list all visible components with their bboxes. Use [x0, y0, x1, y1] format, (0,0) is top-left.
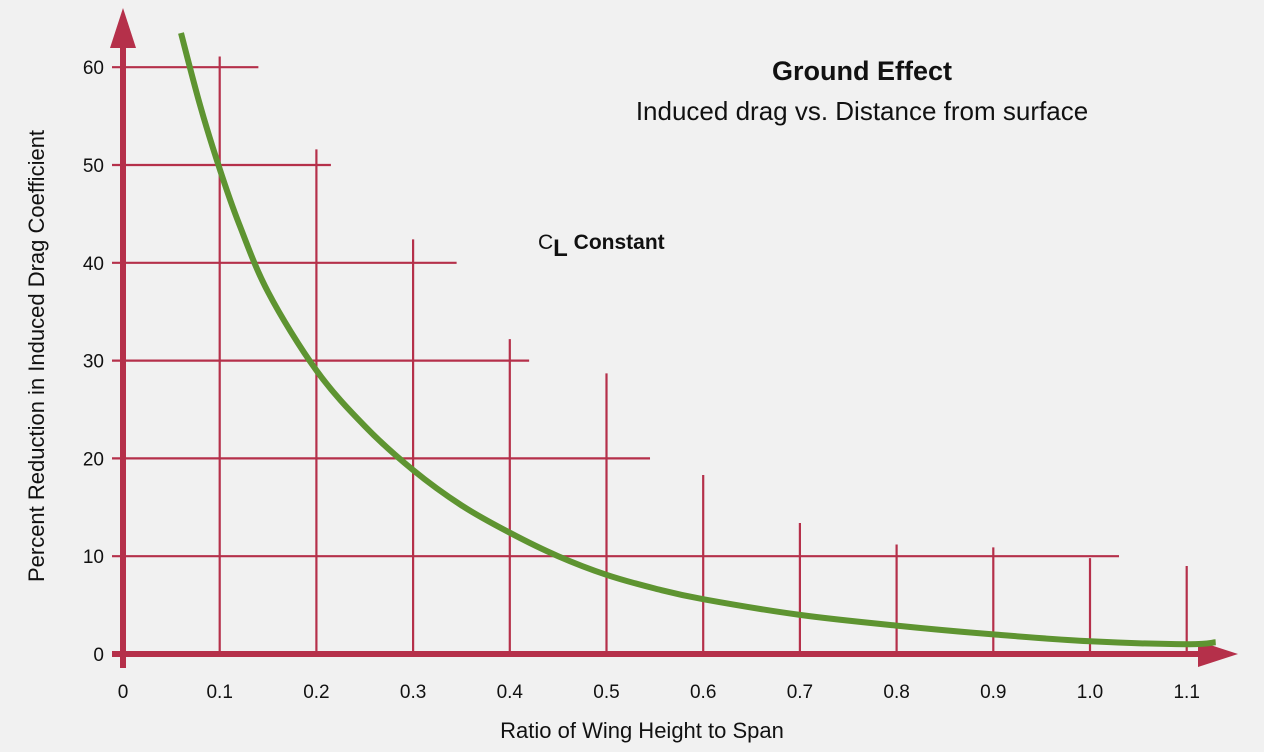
- y-tick-label-0: 0: [93, 645, 104, 666]
- x-axis-title: Ratio of Wing Height to Span: [500, 718, 784, 743]
- y-tick-label-60: 60: [83, 58, 104, 79]
- x-tick-label-0.8: 0.8: [883, 682, 909, 703]
- x-axis-arrow: [1198, 641, 1238, 667]
- x-tick-label-0.5: 0.5: [593, 682, 619, 703]
- x-tick-label-0.2: 0.2: [303, 682, 329, 703]
- axes: [110, 8, 1238, 668]
- x-tick-label-1.1: 1.1: [1173, 682, 1199, 703]
- y-tick-label-50: 50: [83, 156, 104, 177]
- x-tick-label-0.3: 0.3: [400, 682, 426, 703]
- annotation-subscript: L: [553, 235, 568, 262]
- y-tick-label-10: 10: [83, 547, 104, 568]
- series-layer: [178, 32, 1216, 648]
- y-tick-label-20: 20: [83, 449, 104, 470]
- chart-title: Ground Effect: [772, 56, 952, 86]
- x-tick-label-0: 0: [118, 682, 129, 703]
- y-axis-arrow: [110, 8, 136, 48]
- x-tick-label-0.4: 0.4: [497, 682, 524, 703]
- tick-labels: 0 0.1 0.2 0.3 0.4 0.5 0.6 0.7 0.8 0.9 1.0 1.1 0 10 20 3…: [83, 58, 1200, 703]
- x-tick-label-0.9: 0.9: [980, 682, 1006, 703]
- y-axis-title: Percent Reduction in Induced Drag Coeffi…: [24, 130, 49, 582]
- annotation-prefix: C: [538, 231, 553, 254]
- grid: [112, 56, 1188, 654]
- cl-constant-annotation: CL Constant: [538, 231, 665, 262]
- x-tick-label-1.0: 1.0: [1077, 682, 1103, 703]
- x-tick-label-0.1: 0.1: [206, 682, 232, 703]
- series-line-0: [178, 32, 1216, 648]
- annotation-suffix: Constant: [568, 231, 665, 254]
- chart-subtitle: Induced drag vs. Distance from surface: [636, 96, 1088, 126]
- y-tick-label-40: 40: [83, 254, 104, 275]
- x-tick-label-0.6: 0.6: [690, 682, 716, 703]
- y-tick-label-30: 30: [83, 352, 104, 373]
- x-tick-label-0.7: 0.7: [787, 682, 813, 703]
